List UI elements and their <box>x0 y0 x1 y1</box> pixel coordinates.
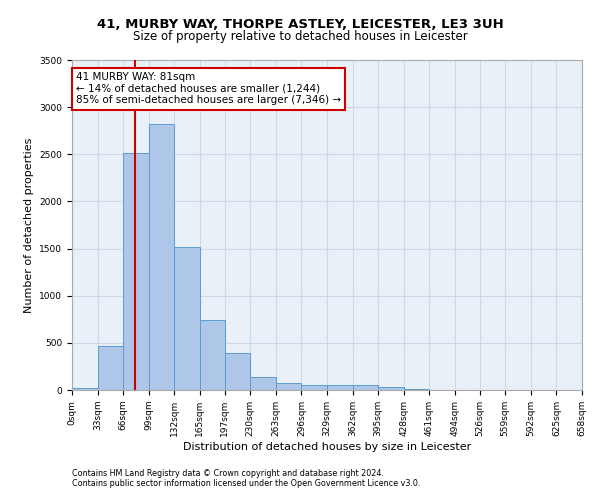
Bar <box>175 246 200 390</box>
Text: 41, MURBY WAY, THORPE ASTLEY, LEICESTER, LE3 3UH: 41, MURBY WAY, THORPE ASTLEY, LEICESTER,… <box>97 18 503 30</box>
Text: 41 MURBY WAY: 81sqm
← 14% of detached houses are smaller (1,244)
85% of semi-det: 41 MURBY WAY: 81sqm ← 14% of detached ho… <box>76 72 341 106</box>
Bar <box>353 385 378 390</box>
Bar <box>224 353 250 390</box>
Bar <box>200 320 226 390</box>
Bar <box>123 154 149 390</box>
Bar <box>149 124 175 390</box>
Text: Contains public sector information licensed under the Open Government Licence v3: Contains public sector information licen… <box>72 478 421 488</box>
Bar <box>250 377 276 390</box>
Text: Size of property relative to detached houses in Leicester: Size of property relative to detached ho… <box>133 30 467 43</box>
Bar <box>327 385 353 390</box>
X-axis label: Distribution of detached houses by size in Leicester: Distribution of detached houses by size … <box>183 442 471 452</box>
Bar <box>301 385 327 390</box>
Bar <box>98 346 123 390</box>
Bar <box>72 388 98 390</box>
Bar <box>404 389 430 390</box>
Bar <box>378 387 404 390</box>
Text: Contains HM Land Registry data © Crown copyright and database right 2024.: Contains HM Land Registry data © Crown c… <box>72 468 384 477</box>
Y-axis label: Number of detached properties: Number of detached properties <box>24 138 34 312</box>
Bar <box>276 383 301 390</box>
